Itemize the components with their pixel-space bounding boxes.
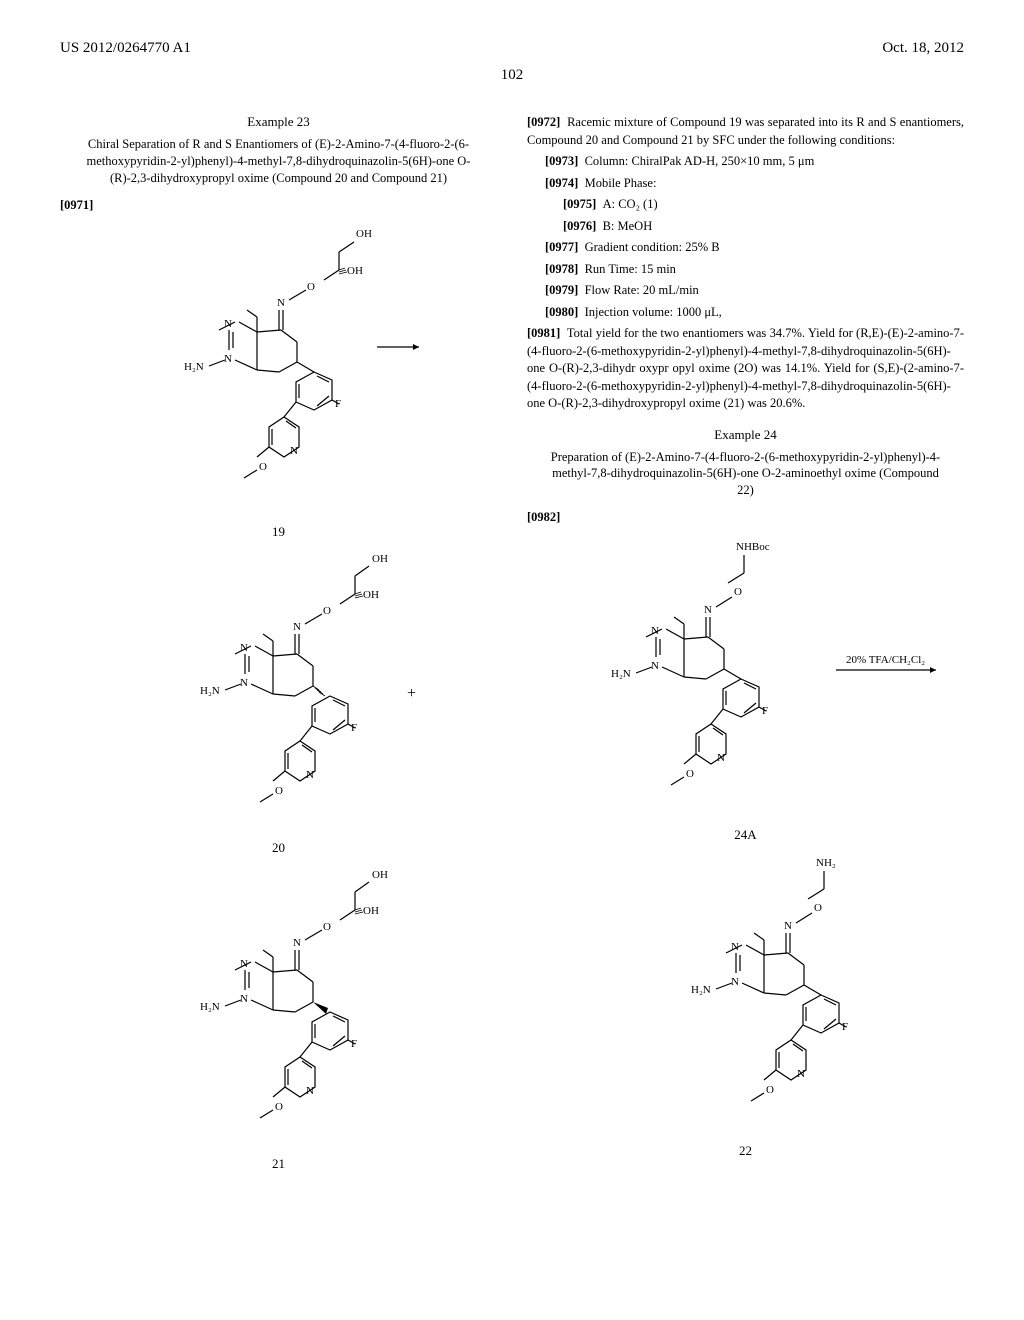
svg-text:N: N	[784, 920, 792, 932]
para-0972: [0972] Racemic mixture of Compound 19 wa…	[527, 114, 964, 149]
para-0973: [0973] Column: ChiralPak AD-H, 250×10 mm…	[545, 153, 964, 171]
plus-sign: +	[407, 685, 416, 702]
svg-text:O: O	[275, 1101, 283, 1113]
svg-text:N: N	[293, 621, 301, 633]
ptext-0977: Gradient condition: 25% B	[585, 240, 720, 254]
compound-21-label: 21	[60, 1156, 497, 1172]
structure-24a: NHBoc O N N N	[527, 535, 964, 843]
label-n: N	[277, 297, 285, 309]
svg-text:OH: OH	[372, 869, 388, 881]
pnum-0977: [0977]	[545, 240, 578, 254]
svg-text:N: N	[306, 769, 314, 781]
svg-text:O: O	[814, 902, 822, 914]
compound-20-label: 20	[60, 840, 497, 856]
right-column: [0972] Racemic mixture of Compound 19 wa…	[527, 114, 964, 1180]
label-o2: O	[259, 461, 267, 473]
two-column-layout: Example 23 Chiral Separation of R and S …	[60, 114, 964, 1180]
label-h2n: H₂N	[184, 361, 204, 373]
pub-number: US 2012/0264770 A1	[60, 40, 191, 57]
pnum-0982: [0982]	[527, 510, 560, 524]
pub-date: Oct. 18, 2012	[882, 40, 964, 57]
svg-text:H₂N: H₂N	[691, 984, 711, 996]
label-n4: N	[290, 445, 298, 457]
ptext-0973: Column: ChiralPak AD-H, 250×10 mm, 5 μm	[585, 154, 815, 168]
label-o: O	[307, 281, 315, 293]
para-0971: [0971]	[60, 197, 497, 215]
pnum-0976: [0976]	[563, 219, 596, 233]
pnum-0981: [0981]	[527, 326, 560, 340]
svg-text:N: N	[306, 1085, 314, 1097]
svg-text:N: N	[240, 993, 248, 1005]
reagent-label: 20% TFA/CH₂Cl₂	[846, 654, 925, 666]
ptext-0975: A: CO₂ (1)	[603, 197, 658, 211]
pnum-0978: [0978]	[545, 262, 578, 276]
pnum-0972: [0972]	[527, 115, 560, 129]
label-woh: OH	[347, 265, 363, 277]
pnum-0973: [0973]	[545, 154, 578, 168]
svg-text:OH: OH	[372, 553, 388, 565]
para-0981: [0981] Total yield for the two enantiome…	[527, 325, 964, 413]
pnum-0975: [0975]	[563, 197, 596, 211]
compound-24a-label: 24A	[527, 827, 964, 843]
structure-19: OH OH O N	[60, 222, 497, 540]
svg-text:N: N	[797, 1068, 805, 1080]
para-0979: [0979] Flow Rate: 20 mL/min	[545, 282, 964, 300]
compound-22-label: 22	[527, 1143, 964, 1159]
svg-text:O: O	[323, 605, 331, 617]
pnum-0980: [0980]	[545, 305, 578, 319]
para-0980: [0980] Injection volume: 1000 μL,	[545, 304, 964, 322]
structure-20: OH OH O N N	[60, 548, 497, 856]
para-0982: [0982]	[527, 509, 964, 527]
svg-text:H₂N: H₂N	[200, 1001, 220, 1013]
structure-21: OH OH O N N	[60, 864, 497, 1172]
page-number: 102	[60, 67, 964, 84]
ptext-0979: Flow Rate: 20 mL/min	[585, 283, 699, 297]
example-23-label: Example 23	[60, 114, 497, 130]
ptext-0976: B: MeOH	[603, 219, 653, 233]
svg-text:N: N	[731, 976, 739, 988]
para-0974: [0974] Mobile Phase:	[545, 175, 964, 193]
svg-text:N: N	[717, 752, 725, 764]
svg-text:O: O	[686, 768, 694, 780]
pnum-0979: [0979]	[545, 283, 578, 297]
svg-text:N: N	[293, 937, 301, 949]
example-23-title: Chiral Separation of R and S Enantiomers…	[80, 136, 477, 187]
svg-text:N: N	[240, 677, 248, 689]
ptext-0972: Racemic mixture of Compound 19 was separ…	[527, 115, 964, 147]
ptext-0974: Mobile Phase:	[585, 176, 657, 190]
example-24-label: Example 24	[527, 427, 964, 443]
pnum-0974: [0974]	[545, 176, 578, 190]
para-num-0971: [0971]	[60, 198, 93, 212]
label-n3: N	[224, 353, 232, 365]
svg-text:O: O	[323, 921, 331, 933]
ptext-0980: Injection volume: 1000 μL,	[585, 305, 722, 319]
page-header: US 2012/0264770 A1 Oct. 18, 2012	[60, 40, 964, 57]
svg-text:H₂N: H₂N	[611, 668, 631, 680]
label-nhboc: NHBoc	[736, 541, 770, 553]
para-0977: [0977] Gradient condition: 25% B	[545, 239, 964, 257]
para-0975: [0975] A: CO₂ (1)	[563, 196, 964, 214]
compound-19-label: 19	[60, 524, 497, 540]
label-nh2: NH₂	[816, 857, 836, 869]
svg-text:H₂N: H₂N	[200, 685, 220, 697]
svg-text:O: O	[734, 586, 742, 598]
svg-text:O: O	[766, 1084, 774, 1096]
para-0978: [0978] Run Time: 15 min	[545, 261, 964, 279]
svg-text:N: N	[651, 660, 659, 672]
structure-22: NH₂ O N N N	[527, 851, 964, 1159]
svg-text:O: O	[275, 785, 283, 797]
example-24-title: Preparation of (E)-2-Amino-7-(4-fluoro-2…	[547, 449, 944, 500]
label-oh: OH	[356, 228, 372, 240]
svg-text:N: N	[704, 604, 712, 616]
left-column: Example 23 Chiral Separation of R and S …	[60, 114, 497, 1180]
ptext-0978: Run Time: 15 min	[585, 262, 676, 276]
svg-text:OH: OH	[363, 589, 379, 601]
svg-text:OH: OH	[363, 905, 379, 917]
para-0976: [0976] B: MeOH	[563, 218, 964, 236]
ptext-0981: Total yield for the two enantiomers was …	[527, 326, 964, 410]
